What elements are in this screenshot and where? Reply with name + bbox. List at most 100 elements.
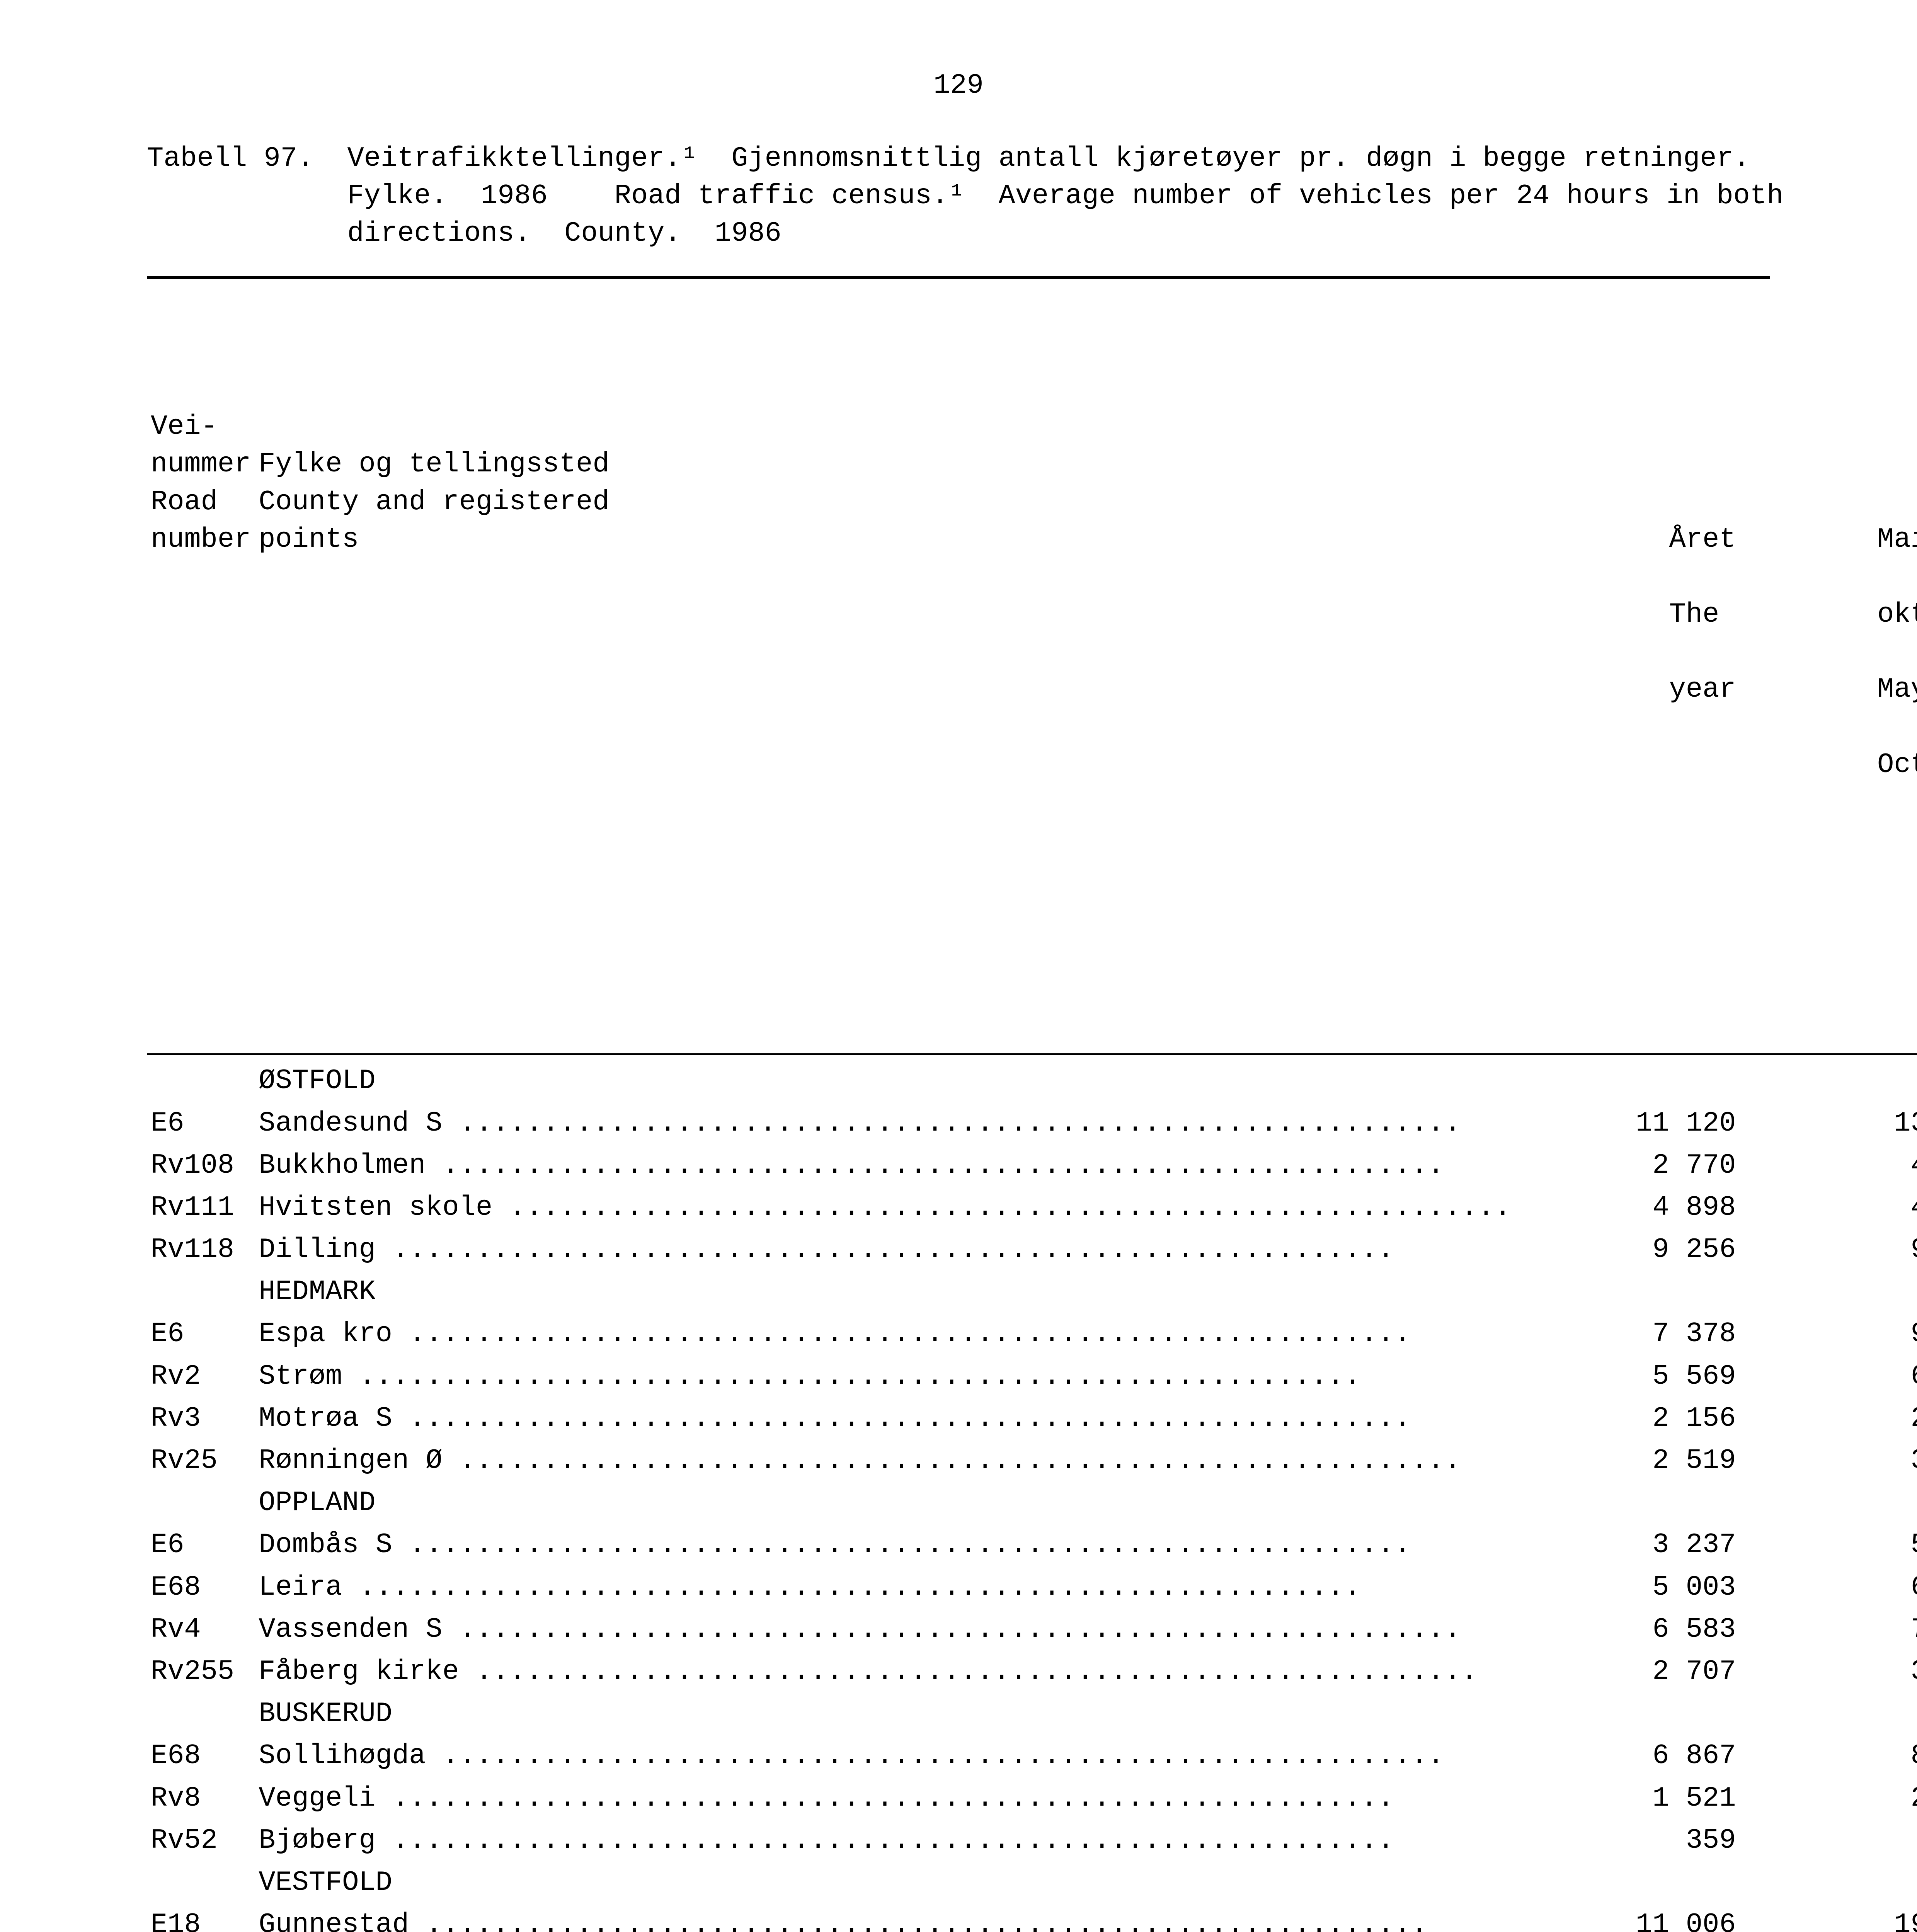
station-name: Fåberg kirke ...........................… [255,1651,1532,1693]
title-line1: Veitrafikktellinger.¹ Gjennomsnittlig an… [347,143,1750,174]
section-heading: ØSTFOLD [255,1060,1532,1102]
station-name: Motrøa S ...............................… [255,1398,1532,1440]
station-name: Bjøberg ................................… [255,1820,1532,1862]
value-cell: 9 838 [1740,1229,1917,1271]
station-name: Strøm ..................................… [255,1355,1532,1398]
table-row: E68Sollihøgda ..........................… [147,1735,1917,1777]
station-name: Sandesund S ............................… [255,1102,1532,1145]
value-cell: 7 185 [1740,1609,1917,1651]
table-row: Rv108Bukkholmen ........................… [147,1145,1917,1187]
vei-number: E6 [147,1102,255,1145]
station-name: Dombås S ...............................… [255,1524,1532,1566]
value-cell: 3 085 [1740,1651,1917,1693]
table-body: ØSTFOLDE6Sandesund S ...................… [147,1060,1917,1932]
page: 129 Tabell 97. Veitrafikktellinger.¹ Gje… [0,0,1917,1932]
vei-number: Rv255 [147,1651,255,1693]
section-heading-row: HEDMARK [147,1271,1917,1313]
vei-number: Rv118 [147,1229,255,1271]
vei-number: E6 [147,1313,255,1355]
station-name: Espa kro ...............................… [255,1313,1532,1355]
value-cell: 7 378 [1532,1313,1740,1355]
value-cell: 703 [1740,1820,1917,1862]
station-name: Dilling ................................… [255,1229,1532,1271]
table-row: Rv118Dilling ...........................… [147,1229,1917,1271]
station-name: Vassenden S ............................… [255,1609,1532,1651]
section-heading: BUSKERUD [255,1693,1532,1735]
table-row: E68Leira ...............................… [147,1566,1917,1609]
table-row: E18Gunnestad ...........................… [147,1904,1917,1932]
value-cell: 6 583 [1532,1609,1740,1651]
table-row: Rv25Rønningen Ø ........................… [147,1440,1917,1482]
value-cell: 6 743 [1740,1355,1917,1398]
vei-number: E18 [147,1904,255,1932]
value-cell: 1 521 [1532,1777,1740,1820]
section-heading-row: OPPLAND [147,1482,1917,1524]
value-cell: 5 003 [1532,1566,1740,1609]
vei-number: E68 [147,1566,255,1609]
page-number: 129 [147,70,1770,101]
table-row: Rv255Fåberg kirke ......................… [147,1651,1917,1693]
vei-number: Rv108 [147,1145,255,1187]
value-cell: 6 657 [1740,1566,1917,1609]
section-heading-row: ØSTFOLD [147,1060,1917,1102]
value-cell: 4 705 [1740,1145,1917,1187]
value-cell: 359 [1532,1820,1740,1862]
section-heading: OPPLAND [255,1482,1532,1524]
table-title: Tabell 97. Veitrafikktellinger.¹ Gjennom… [147,140,1770,253]
title-label: Tabell 97. [147,143,314,174]
table-row: E6Dombås S .............................… [147,1524,1917,1566]
section-heading-row: BUSKERUD [147,1693,1917,1735]
value-cell: 19 272 [1740,1904,1917,1932]
value-cell: 3 176 [1740,1440,1917,1482]
section-heading: VESTFOLD [255,1862,1532,1904]
section-heading-row: VESTFOLD [147,1862,1917,1904]
top-rule [147,276,1770,279]
value-cell: 2 707 [1532,1651,1740,1693]
header-rule-row [147,1049,1917,1060]
value-cell: 13 603 [1740,1102,1917,1145]
value-cell: 8 276 [1740,1735,1917,1777]
value-cell: 4 834 [1740,1187,1917,1229]
title-line3: directions. County. 1986 [347,218,781,249]
station-name: Sollihøgda .............................… [255,1735,1532,1777]
value-cell: 2 770 [1532,1145,1740,1187]
data-table: Gjennomsnitt for Average for Vei- nummer… [147,287,1917,1932]
value-cell: 5 569 [1532,1355,1740,1398]
station-name: Gunnestad ..............................… [255,1904,1532,1932]
value-cell: 9 904 [1740,1313,1917,1355]
value-cell: 6 867 [1532,1735,1740,1777]
super-header-row: Gjennomsnitt for Average for [147,287,1917,406]
gjennomsnitt-header: Gjennomsnitt for [1740,287,1917,406]
table-row: Rv8Veggeli .............................… [147,1777,1917,1820]
station-name: Leira ..................................… [255,1566,1532,1609]
vei-number: Rv25 [147,1440,255,1482]
value-cell: 9 256 [1532,1229,1740,1271]
vei-number: E68 [147,1735,255,1777]
column-headers: Vei- nummer Road number Fylke og telling… [147,406,1917,1049]
value-cell: 5 458 [1740,1524,1917,1566]
station-name: Bukkholmen .............................… [255,1145,1532,1187]
table-row: Rv2Strøm ...............................… [147,1355,1917,1398]
station-name: Hvitsten skole .........................… [255,1187,1532,1229]
vei-number: Rv8 [147,1777,255,1820]
value-cell: 4 898 [1532,1187,1740,1229]
vei-number: Rv4 [147,1609,255,1651]
table-row: E6Espa kro .............................… [147,1313,1917,1355]
col-name-header: Fylke og tellingssted County and registe… [255,406,1532,1049]
vei-number: Rv3 [147,1398,255,1440]
vei-number: E6 [147,1524,255,1566]
value-cell: 2 519 [1532,1440,1740,1482]
vei-number: Rv111 [147,1187,255,1229]
table-row: Rv52Bjøberg ............................… [147,1820,1917,1862]
value-cell: 2 156 [1532,1398,1740,1440]
table-row: Rv4Vassenden S .........................… [147,1609,1917,1651]
table-row: Rv111Hvitsten skole ....................… [147,1187,1917,1229]
col-vei-header: Vei- nummer Road number [147,406,255,1049]
vei-number: Rv2 [147,1355,255,1398]
section-heading: HEDMARK [255,1271,1532,1313]
value-cell: 2 005 [1740,1777,1917,1820]
value-cell: 2 972 [1740,1398,1917,1440]
vei-number: Rv52 [147,1820,255,1862]
value-cell: 3 237 [1532,1524,1740,1566]
value-cell: 11 120 [1532,1102,1740,1145]
